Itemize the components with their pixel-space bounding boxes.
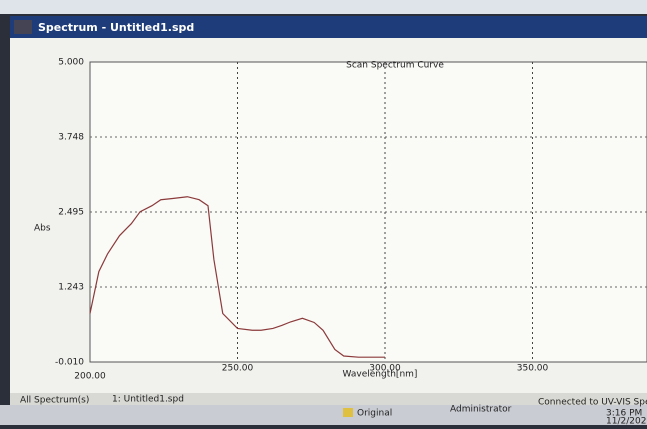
y-tick-label: 5.000 — [58, 58, 84, 68]
x-tick-label: 250.00 — [222, 364, 254, 374]
y-axis-label: Abs — [34, 224, 51, 234]
y-tick-label: 1.243 — [58, 282, 84, 292]
chart-title: Scan Spectrum Curve — [346, 61, 444, 71]
tab[interactable]: 1: Untitled1.spd — [112, 395, 184, 405]
x-tick-label: 300.00 — [369, 364, 401, 374]
x-tick-label: 350.00 — [517, 364, 549, 374]
toolbar — [0, 0, 647, 14]
status-icon — [343, 408, 353, 417]
x-tick-label: 200.00 — [74, 372, 106, 382]
screen: Spectrum - Untitled1.spd Scan Spectrum C… — [0, 0, 647, 425]
window-icon — [14, 20, 32, 34]
status-text: Original — [357, 409, 392, 419]
y-tick-label: -0.010 — [55, 358, 84, 368]
status-bar — [0, 405, 647, 425]
window-title: Spectrum - Untitled1.spd — [38, 21, 194, 34]
status-text: Administrator — [450, 405, 512, 415]
status-text: Connected to UV-VIS Spectroph — [538, 398, 647, 408]
y-tick-label: 2.495 — [58, 208, 84, 218]
tab[interactable]: All Spectrum(s) — [20, 396, 89, 406]
y-tick-label: 3.748 — [58, 132, 84, 142]
plot-area — [90, 62, 647, 362]
clock-date: 11/2/2022 — [606, 417, 647, 426]
